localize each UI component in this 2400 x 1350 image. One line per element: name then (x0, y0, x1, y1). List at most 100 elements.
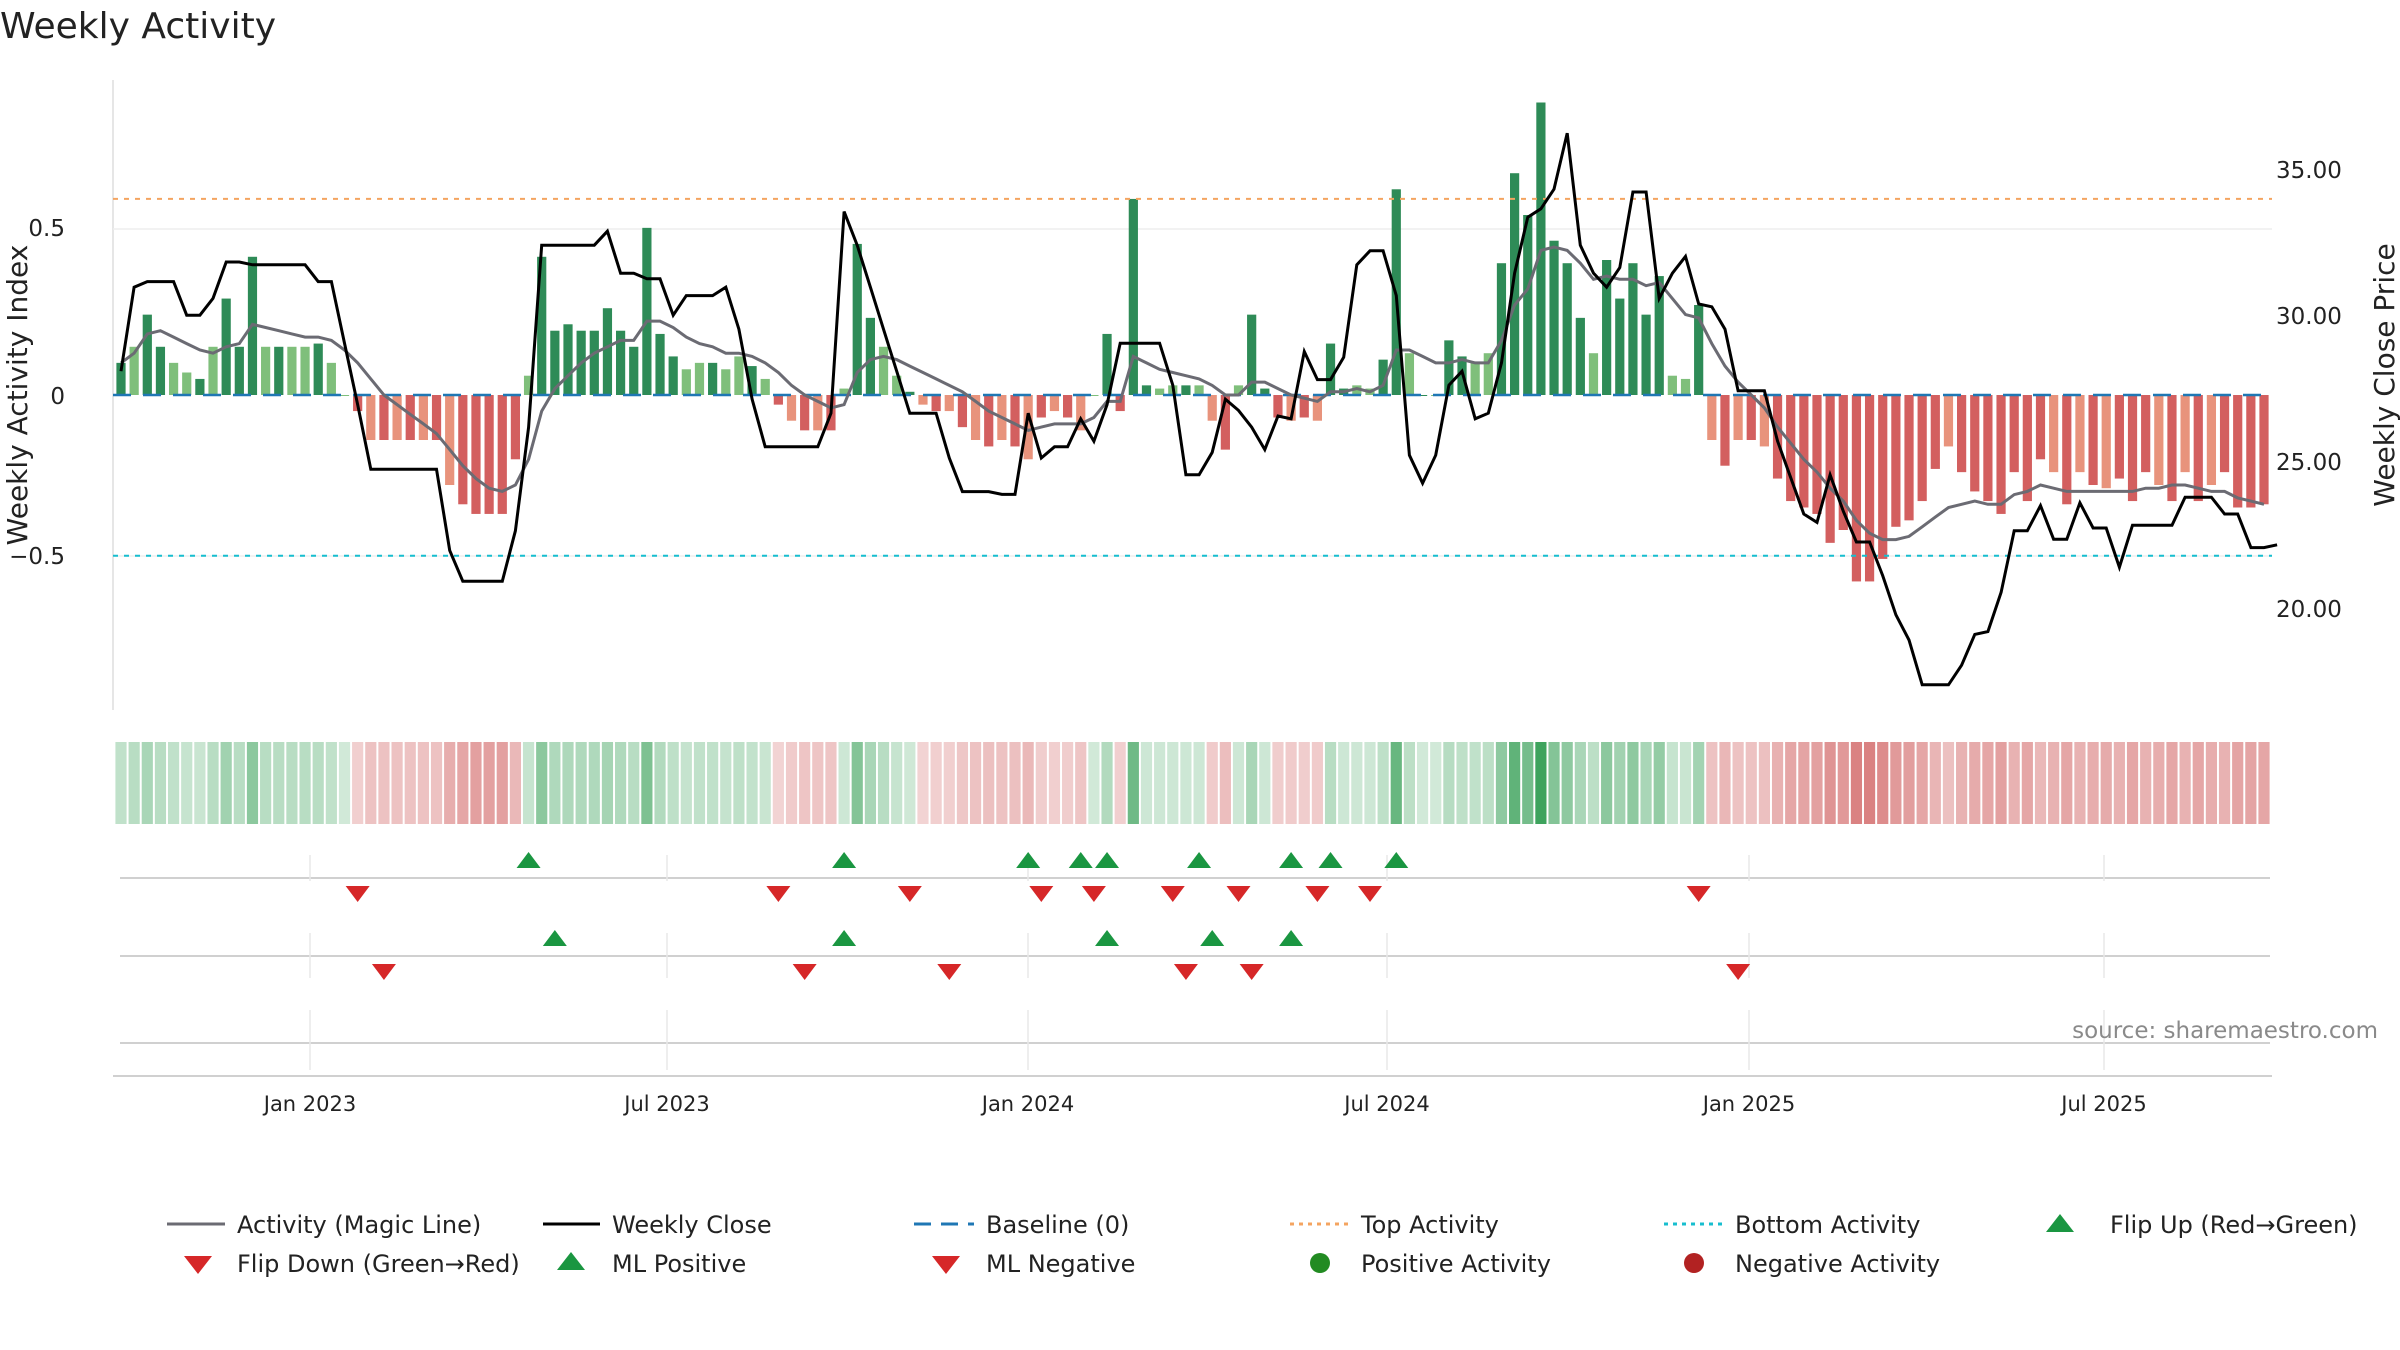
activity-bar (1155, 388, 1165, 395)
heat-strip-cell (194, 742, 206, 824)
heat-strip-cell (2205, 742, 2217, 824)
heat-strip-cell (299, 742, 311, 824)
activity-bar (1470, 362, 1480, 395)
heat-strip-cell (1837, 742, 1849, 824)
legend: Activity (Magic Line) Weekly Close Basel… (167, 1211, 2358, 1278)
ml-positive-marker (1200, 930, 1225, 946)
activity-bar (1352, 385, 1362, 395)
heat-strip-cell (2192, 742, 2204, 824)
heat-strip-cell (1956, 742, 1968, 824)
heat-strip-cell (654, 742, 666, 824)
legend-item-bottom-activity: Bottom Activity (1664, 1211, 1920, 1239)
flip-down-marker (897, 886, 922, 902)
heat-strip-cell (2008, 742, 2020, 824)
flip-up-marker (1279, 852, 1304, 868)
activity-bar (431, 395, 442, 440)
activity-bar (1891, 395, 1901, 527)
ml-negative-marker (371, 964, 396, 980)
legend-label: Positive Activity (1361, 1250, 1551, 1278)
activity-bar (2127, 395, 2138, 502)
heat-strip-cell (1495, 742, 1508, 824)
flip-down-marker (1081, 886, 1106, 902)
activity-bar (813, 395, 823, 431)
legend-item-baseline: Baseline (0) (914, 1211, 1129, 1239)
flip-down-marker (766, 886, 791, 902)
flip-down-marker (345, 886, 370, 902)
weekly-close-line (119, 132, 2278, 687)
source-note: source: sharemaestro.com (2072, 1018, 2378, 1044)
heat-strip-cell (1771, 742, 1784, 824)
activity-bar (1115, 395, 1125, 412)
activity-bar (287, 346, 297, 395)
activity-bar (944, 395, 954, 412)
heat-strip-cell (273, 742, 285, 824)
heat-strip-cell (444, 742, 456, 824)
ml-negative-marker (792, 964, 817, 980)
heat-strip-cell (877, 742, 890, 824)
heat-strip-cell (733, 742, 745, 824)
activity-bar (563, 324, 573, 395)
y-tick-label: −0.5 (9, 544, 65, 570)
heat-strip-cell (1101, 742, 1113, 824)
y2-tick-label: 20.00 (2276, 597, 2342, 623)
flip-up-marker (1016, 852, 1041, 868)
activity-bar (1378, 359, 1388, 395)
activity-bar (418, 395, 428, 440)
magic-line (120, 245, 2265, 542)
heat-strip-cell (115, 742, 127, 824)
activity-bar (1707, 395, 1717, 440)
heat-strip-cell (1338, 742, 1350, 824)
flip-up-marker (1384, 852, 1409, 868)
activity-bar (734, 356, 744, 395)
heat-strip-cell (917, 742, 929, 824)
activity-bar (1838, 395, 1848, 530)
activity-bar (2114, 395, 2124, 479)
heat-strip-cell (1745, 742, 1757, 824)
flip-up-marker (516, 852, 541, 868)
heat-strip-cell (588, 742, 600, 824)
heat-strip-cell (365, 742, 377, 824)
heat-strip-cell (1456, 742, 1468, 824)
activity-bar (1720, 395, 1730, 466)
heat-strip-cell (1929, 742, 1941, 824)
activity-bar (510, 395, 521, 460)
activity-bar (839, 388, 849, 395)
heat-strip-cell (996, 742, 1008, 824)
flip-down-marker (1357, 886, 1382, 902)
ml-positive-marker (1279, 930, 1304, 946)
flip-down-marker (1305, 886, 1330, 902)
heat-strip-cell (864, 742, 876, 824)
activity-bar (1957, 395, 1967, 473)
legend-label: Baseline (0) (986, 1211, 1129, 1239)
activity-bar (1325, 343, 1336, 395)
heat-strip-cell (615, 742, 627, 824)
activity-bar (905, 391, 915, 395)
activity-bar (2088, 395, 2098, 485)
legend-item-flip-up: Flip Up (Red→Green) (2046, 1211, 2358, 1239)
activity-bars (116, 102, 2269, 582)
x-tick-label: Jul 2025 (2059, 1092, 2146, 1116)
activity-bar (708, 362, 718, 395)
flip-up-marker (1318, 852, 1343, 868)
heat-strip-cell (1706, 742, 1718, 824)
heat-strip-cell (1758, 742, 1770, 824)
activity-bar (313, 343, 323, 395)
heat-strip-cell (1982, 742, 1994, 824)
heat-strip-cell (2074, 742, 2086, 824)
activity-bar (1404, 353, 1415, 395)
activity-bar (1864, 395, 1875, 582)
legend-item-weekly-close: Weekly Close (543, 1211, 772, 1239)
heat-strip-cell (943, 742, 955, 824)
heat-strip-cell (1653, 742, 1665, 824)
y-tick-label: 0 (50, 384, 65, 410)
heat-strip-cell (1416, 742, 1429, 824)
heat-strip-cell (1732, 742, 1744, 824)
activity-bar (1128, 198, 1138, 395)
heat-strip-cell (1942, 742, 1955, 824)
activity-bar (1733, 395, 1743, 440)
activity-bar (208, 346, 218, 395)
heat-strip-cell (1324, 742, 1337, 824)
activity-bar (445, 395, 455, 485)
heat-strip-cell (1259, 742, 1271, 824)
heat-strip-cell (312, 742, 324, 824)
